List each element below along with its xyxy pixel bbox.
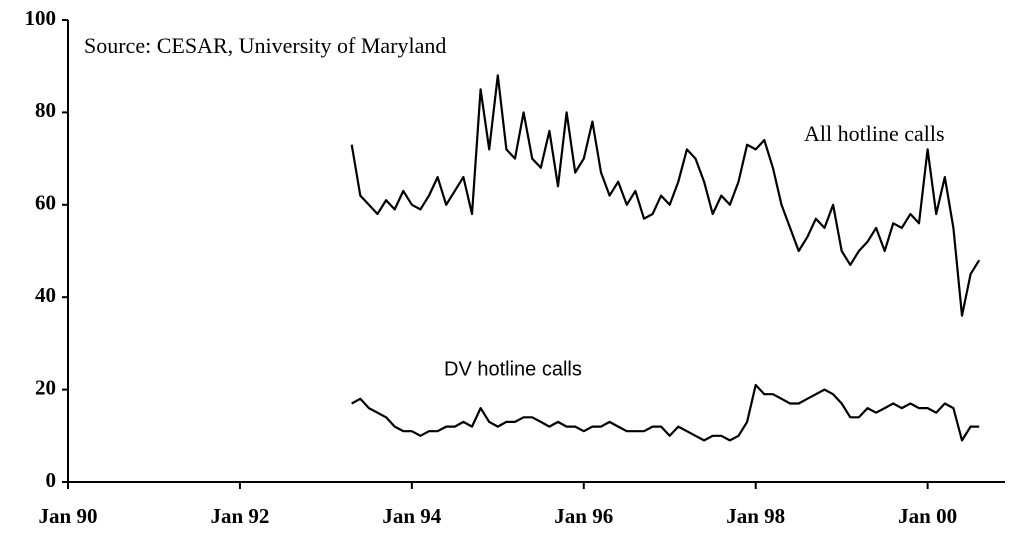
- y-tick-label: 0: [46, 468, 57, 492]
- x-tick-label: Jan 00: [898, 504, 957, 528]
- source-note: Source: CESAR, University of Maryland: [84, 33, 446, 58]
- x-tick-label: Jan 98: [726, 504, 785, 528]
- y-tick-label: 100: [25, 6, 57, 30]
- x-tick-label: Jan 90: [39, 504, 98, 528]
- y-tick-label: 80: [35, 98, 56, 122]
- series-label: All hotline calls: [804, 121, 945, 146]
- x-tick-label: Jan 94: [382, 504, 441, 528]
- data-line: [350, 74, 981, 317]
- data-line: [351, 383, 980, 442]
- series-label: DV hotline calls: [444, 358, 582, 380]
- x-tick-label: Jan 92: [210, 504, 269, 528]
- y-tick-label: 40: [35, 283, 56, 307]
- y-tick-label: 20: [35, 375, 56, 399]
- x-tick-label: Jan 96: [554, 504, 613, 528]
- y-tick-label: 60: [35, 191, 56, 215]
